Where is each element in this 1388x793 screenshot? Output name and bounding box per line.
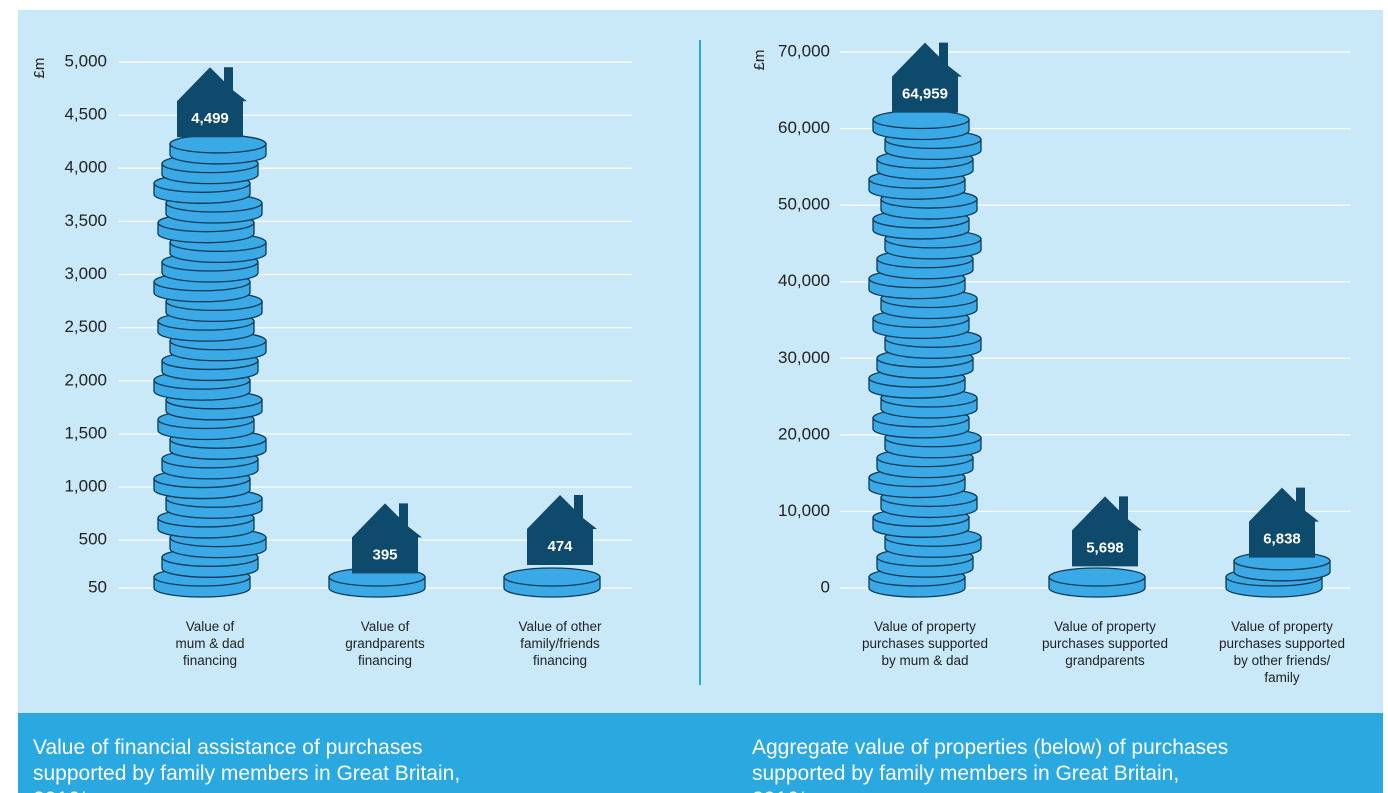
coin-top	[1049, 568, 1145, 586]
y-tick-label: 3,000	[64, 264, 107, 283]
y-tick-label: 70,000	[778, 41, 830, 60]
y-tick-label: 1,500	[64, 423, 107, 442]
value-label: 6,838	[1263, 531, 1301, 548]
y-tick-label: 60,000	[778, 118, 830, 137]
y-tick-label: 10,000	[778, 501, 830, 520]
y-tick-label: 500	[79, 530, 107, 549]
chart-caption: Aggregate value of properties (below) of…	[752, 736, 1228, 793]
y-tick-label: 40,000	[778, 271, 830, 290]
coin-stack	[504, 568, 600, 597]
y-tick-label: 4,500	[64, 105, 107, 124]
y-tick-label: 50,000	[778, 195, 830, 214]
coin-top	[873, 110, 969, 128]
y-tick-label: 3,500	[64, 211, 107, 230]
y-tick-label: 2,500	[64, 317, 107, 336]
y-tick-label: 2,000	[64, 370, 107, 389]
y-tick-label: 50	[88, 577, 107, 596]
value-label: 395	[372, 546, 397, 563]
coin-top	[504, 568, 600, 586]
y-axis-unit: £m	[751, 50, 768, 71]
chart-caption: Value of financial assistance of purchas…	[33, 736, 460, 793]
y-tick-label: 0	[821, 577, 830, 596]
coin-stack	[1226, 552, 1330, 597]
value-label: 5,698	[1086, 539, 1124, 556]
value-label: 474	[547, 538, 573, 555]
infographic: 50 500 1,000 1,500 2,000 2,500 3,000 3,500 4,000…	[0, 0, 1388, 793]
value-label: 4,499	[191, 110, 229, 127]
y-tick-label: 30,000	[778, 348, 830, 367]
y-tick-label: 1,000	[64, 477, 107, 496]
y-tick-label: 20,000	[778, 424, 830, 443]
coin-stack	[154, 135, 266, 597]
y-tick-label: 5,000	[64, 51, 107, 70]
y-tick-label: 4,000	[64, 158, 107, 177]
coin-top	[170, 135, 266, 153]
coin-stack	[869, 110, 981, 597]
coin-stack	[1049, 568, 1145, 597]
value-label: 64,959	[902, 86, 948, 103]
y-axis-unit: £m	[31, 58, 48, 79]
